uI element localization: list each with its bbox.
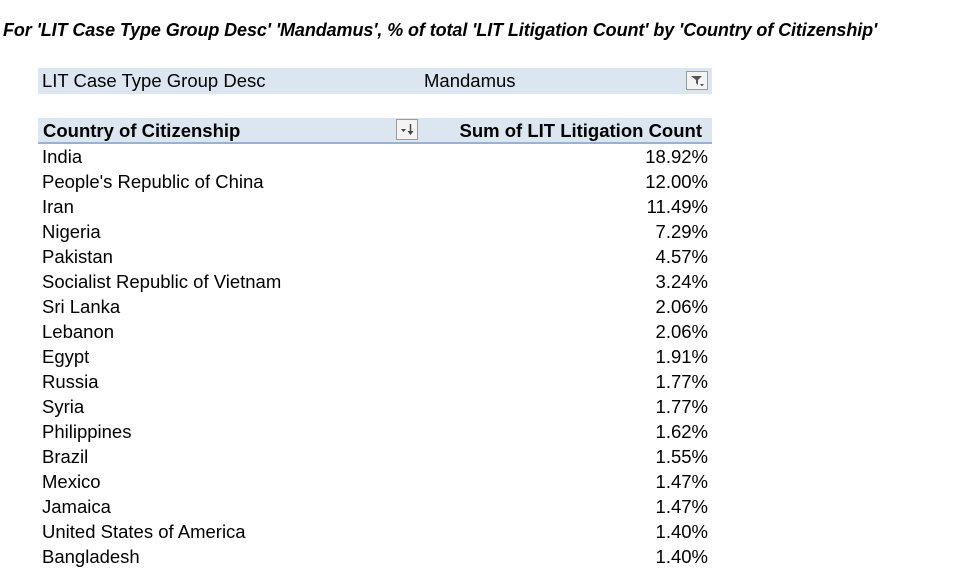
percentage-cell[interactable]: 7.29% [655,221,708,242]
table-row[interactable]: India 18.92% [38,144,712,169]
table-row[interactable]: People's Republic of China 12.00% [38,169,712,194]
country-cell[interactable]: Pakistan [42,246,113,267]
country-column-header: Country of Citizenship [43,120,241,141]
percentage-cell[interactable]: 1.47% [655,496,708,517]
country-cell[interactable]: Sri Lanka [42,296,121,317]
percentage-cell[interactable]: 12.00% [645,171,708,192]
filter-field-label: LIT Case Type Group Desc [42,70,266,91]
table-row[interactable]: Iran 11.49% [38,194,712,219]
table-row[interactable]: Lebanon 2.06% [38,319,712,344]
table-row[interactable]: United States of America 1.40% [38,519,712,544]
table-row[interactable]: Socialist Republic of Vietnam 3.24% [38,269,712,294]
table-row[interactable]: Philippines 1.62% [38,419,712,444]
table-row[interactable]: Egypt 1.91% [38,344,712,369]
country-cell[interactable]: India [42,146,83,167]
percentage-cell[interactable]: 18.92% [645,146,708,167]
filter-field-value: Mandamus [424,70,516,91]
table-row[interactable]: Bangladesh 1.40% [38,544,712,569]
report-filter-row: LIT Case Type Group Desc Mandamus [38,68,712,94]
percentage-cell[interactable]: 1.40% [655,521,708,542]
pivot-header-row: Country of Citizenship Sum of LIT Litiga… [38,118,712,144]
percentage-cell[interactable]: 1.62% [655,421,708,442]
table-row[interactable]: Nigeria 7.29% [38,219,712,244]
sort-descending-icon [401,124,414,135]
percentage-cell[interactable]: 1.40% [655,546,708,567]
percentage-cell[interactable]: 2.06% [655,296,708,317]
country-cell[interactable]: United States of America [42,521,246,542]
country-cell[interactable]: Mexico [42,471,101,492]
table-row[interactable]: Pakistan 4.57% [38,244,712,269]
pivot-rows: India 18.92% People's Republic of China 12.… [38,144,712,569]
percentage-cell[interactable]: 2.06% [655,321,708,342]
table-row[interactable]: Jamaica 1.47% [38,494,712,519]
percentage-cell[interactable]: 1.55% [655,446,708,467]
country-cell[interactable]: Iran [42,196,74,217]
table-row[interactable]: Russia 1.77% [38,369,712,394]
country-cell[interactable]: Philippines [42,421,132,442]
country-sort-button[interactable] [396,119,418,140]
country-cell[interactable]: Brazil [42,446,89,467]
table-row[interactable]: Sri Lanka 2.06% [38,294,712,319]
country-cell[interactable]: Nigeria [42,221,101,242]
country-cell[interactable]: Lebanon [42,321,115,342]
country-cell[interactable]: Bangladesh [42,546,140,567]
country-cell[interactable]: Russia [42,371,99,392]
percentage-cell[interactable]: 3.24% [655,271,708,292]
sum-column-header: Sum of LIT Litigation Count [459,120,702,141]
filter-dropdown-icon [691,76,704,87]
page-title: For 'LIT Case Type Group Desc' 'Mandamus… [3,20,878,40]
country-cell[interactable]: Egypt [42,346,90,367]
country-cell[interactable]: People's Republic of China [42,171,264,192]
percentage-cell[interactable]: 11.49% [646,196,708,217]
country-cell[interactable]: Socialist Republic of Vietnam [42,271,282,292]
country-cell[interactable]: Syria [42,396,85,417]
percentage-cell[interactable]: 1.77% [655,371,708,392]
percentage-cell[interactable]: 1.77% [655,396,708,417]
table-row[interactable]: Mexico 1.47% [38,469,712,494]
percentage-cell[interactable]: 1.47% [655,471,708,492]
percentage-cell[interactable]: 4.57% [655,246,708,267]
table-row[interactable]: Syria 1.77% [38,394,712,419]
country-cell[interactable]: Jamaica [42,496,111,517]
percentage-cell[interactable]: 1.91% [655,346,708,367]
table-row[interactable]: Brazil 1.55% [38,444,712,469]
filter-dropdown-button[interactable] [686,71,708,90]
